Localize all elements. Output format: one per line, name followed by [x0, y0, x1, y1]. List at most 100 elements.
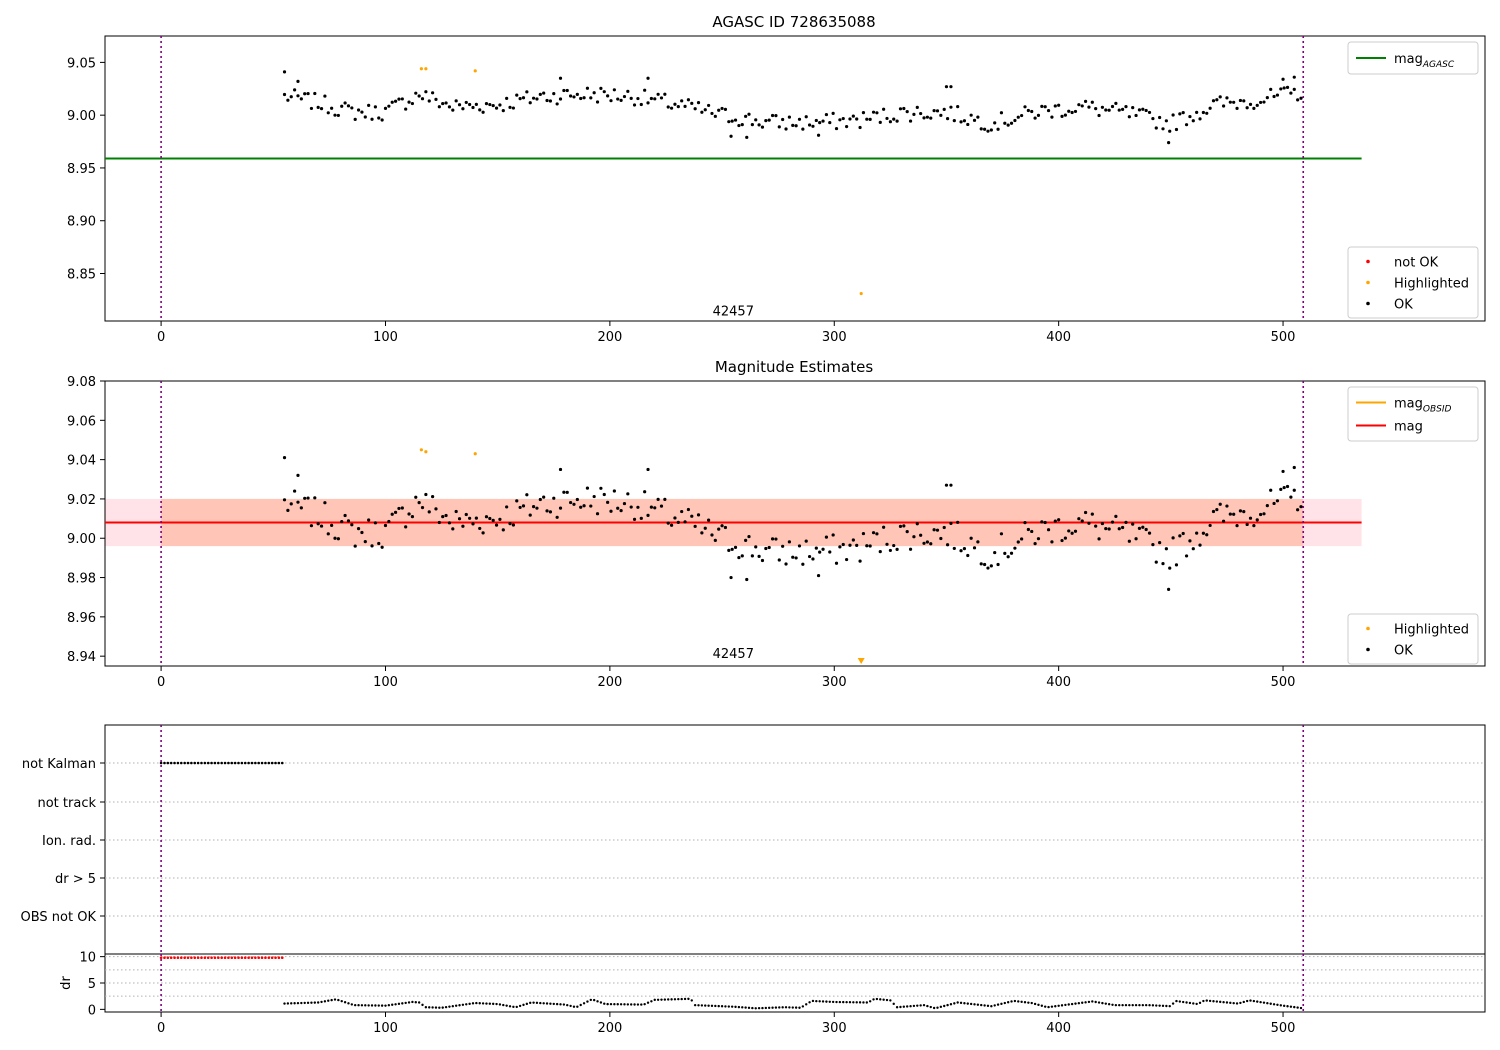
p1-ok-point-168 — [848, 117, 852, 121]
p4-dr-point-294 — [1272, 1003, 1276, 1006]
p4-dr-point-281 — [1229, 1001, 1232, 1005]
p4-dr-point-125 — [704, 1004, 707, 1007]
p4-dr-point-148 — [781, 1006, 784, 1009]
p2-ok-point-222 — [1030, 529, 1034, 534]
p2-ok-point-177 — [878, 550, 882, 554]
p2-ok-point-125 — [703, 526, 707, 530]
p2-ok-point-151 — [791, 555, 795, 559]
p1-ok-point-50 — [451, 108, 455, 112]
p3-not-kalman-point-32 — [267, 761, 271, 765]
p2-ok-point-217 — [1013, 546, 1017, 550]
p4-red-point-13 — [203, 956, 207, 959]
p4-dr-point-126 — [707, 1004, 710, 1007]
p4-red-point-27 — [250, 956, 254, 959]
p1-ok-point-189 — [919, 111, 923, 116]
p4-dr-point-235 — [1074, 1002, 1077, 1005]
p1-ok-point-308 — [949, 85, 953, 89]
p4-dr-point-102 — [626, 1003, 630, 1006]
p1-ok-point-261 — [1161, 127, 1165, 131]
p4-dr-point-215 — [1006, 1001, 1010, 1004]
p2-ok-point-143 — [764, 546, 768, 551]
p3-not-kalman-point-24 — [240, 761, 244, 765]
p4-dr-point-217 — [1013, 999, 1017, 1003]
p4-dr-point-100 — [619, 1003, 623, 1006]
p4-dr-point-180 — [889, 999, 892, 1002]
p4-dr-point-110 — [653, 998, 656, 1002]
p1-ok-point-127 — [710, 111, 714, 116]
p1-xtick-label-5: 500 — [1271, 330, 1296, 345]
p2-ok-point-81 — [555, 515, 559, 519]
p1-ok-point-165 — [838, 118, 842, 122]
p4-dr-point-233 — [1067, 1003, 1070, 1006]
p4-dr-point-80 — [552, 1002, 555, 1006]
p1-ok-point-272 — [1198, 117, 1202, 121]
p1-ok-point-88 — [579, 96, 583, 101]
p1-ok-point-167 — [845, 125, 849, 129]
p1-ok-point-41 — [420, 97, 425, 101]
p4-dr-point-205 — [973, 1003, 976, 1006]
p4-dr-point-223 — [1033, 1002, 1037, 1006]
p4-xtick-label-3: 300 — [822, 1021, 847, 1036]
p1-ok-point-249 — [1121, 107, 1125, 111]
p1-ok-point-138 — [747, 112, 751, 116]
p1-ok-point-35 — [400, 97, 404, 101]
p4-dr-point-257 — [1148, 1003, 1151, 1007]
p3-not-kalman-point-27 — [250, 761, 254, 765]
p1-ok-point-173 — [865, 117, 869, 121]
p1-ok-point-25 — [367, 103, 371, 107]
p2-ok-point-284 — [1238, 509, 1243, 513]
p4-dr-point-112 — [660, 998, 663, 1001]
p2-ok-point-146 — [774, 537, 778, 541]
p2-ok-point-247 — [1114, 514, 1118, 518]
p4-dr-point-143 — [764, 1006, 768, 1010]
p2-ok-point-147 — [777, 558, 781, 562]
p2-ok-point-198 — [949, 521, 953, 525]
p2-ok-point-123 — [696, 513, 701, 517]
p2-ok-point-133 — [730, 547, 734, 551]
p1-ok-point-164 — [834, 126, 839, 131]
p1-ok-point-244 — [1104, 108, 1108, 112]
p2-ok-point-207 — [979, 562, 983, 566]
p4-dr-point-30 — [384, 1004, 387, 1007]
p2-ok-point-187 — [912, 535, 916, 539]
p2-legend-lower-swatch-0 — [1366, 626, 1370, 631]
p4-dr-point-219 — [1020, 1000, 1023, 1004]
p2-ok-point-39 — [414, 495, 418, 499]
p1-ok-point-107 — [643, 88, 647, 92]
p2-ok-point-185 — [905, 530, 909, 534]
p4-dr-point-120 — [687, 997, 690, 1001]
p4-dr-point-142 — [761, 1006, 764, 1010]
p2-ok-point-32 — [390, 512, 394, 516]
p2-ytick-label-0: 8.94 — [67, 650, 96, 665]
p4-red-point-5 — [176, 956, 180, 959]
p4-dr-point-154 — [801, 1005, 805, 1008]
p4-dr-point-76 — [539, 1001, 542, 1005]
p3-not-kalman-point-33 — [270, 761, 274, 765]
p4-dr-point-282 — [1232, 1001, 1235, 1005]
p1-ok-point-234 — [1070, 110, 1074, 115]
p1-ok-point-229 — [1053, 104, 1057, 108]
p2-ok-point-33 — [393, 510, 398, 514]
p3-not-kalman-point-28 — [254, 761, 257, 765]
p2-ok-point-6 — [303, 496, 307, 500]
p4-red-point-7 — [183, 956, 186, 959]
p4-red-point-34 — [274, 956, 277, 959]
p1-ok-point-119 — [683, 104, 687, 108]
p4-dr-point-19 — [347, 1002, 350, 1005]
p2-ok-point-175 — [871, 531, 876, 535]
p2-ok-point-115 — [669, 523, 674, 527]
p2-ok-point-149 — [784, 562, 788, 566]
p2-legend-upper-label-1: mag — [1394, 420, 1423, 435]
p4-dr-point-111 — [656, 998, 660, 1001]
p2-ok-point-127 — [710, 533, 714, 537]
p1-ok-point-38 — [410, 101, 415, 106]
p3-not-kalman-point-20 — [227, 761, 230, 765]
p2-ok-point-235 — [1073, 529, 1078, 533]
p1-ok-point-56 — [471, 105, 475, 110]
p4-dr-point-135 — [737, 1005, 741, 1009]
p1-ok-point-108 — [646, 101, 650, 105]
p2-ok-point-273 — [1201, 531, 1205, 535]
p4-red-point-25 — [243, 956, 247, 959]
p2-ok-point-76 — [538, 497, 542, 502]
